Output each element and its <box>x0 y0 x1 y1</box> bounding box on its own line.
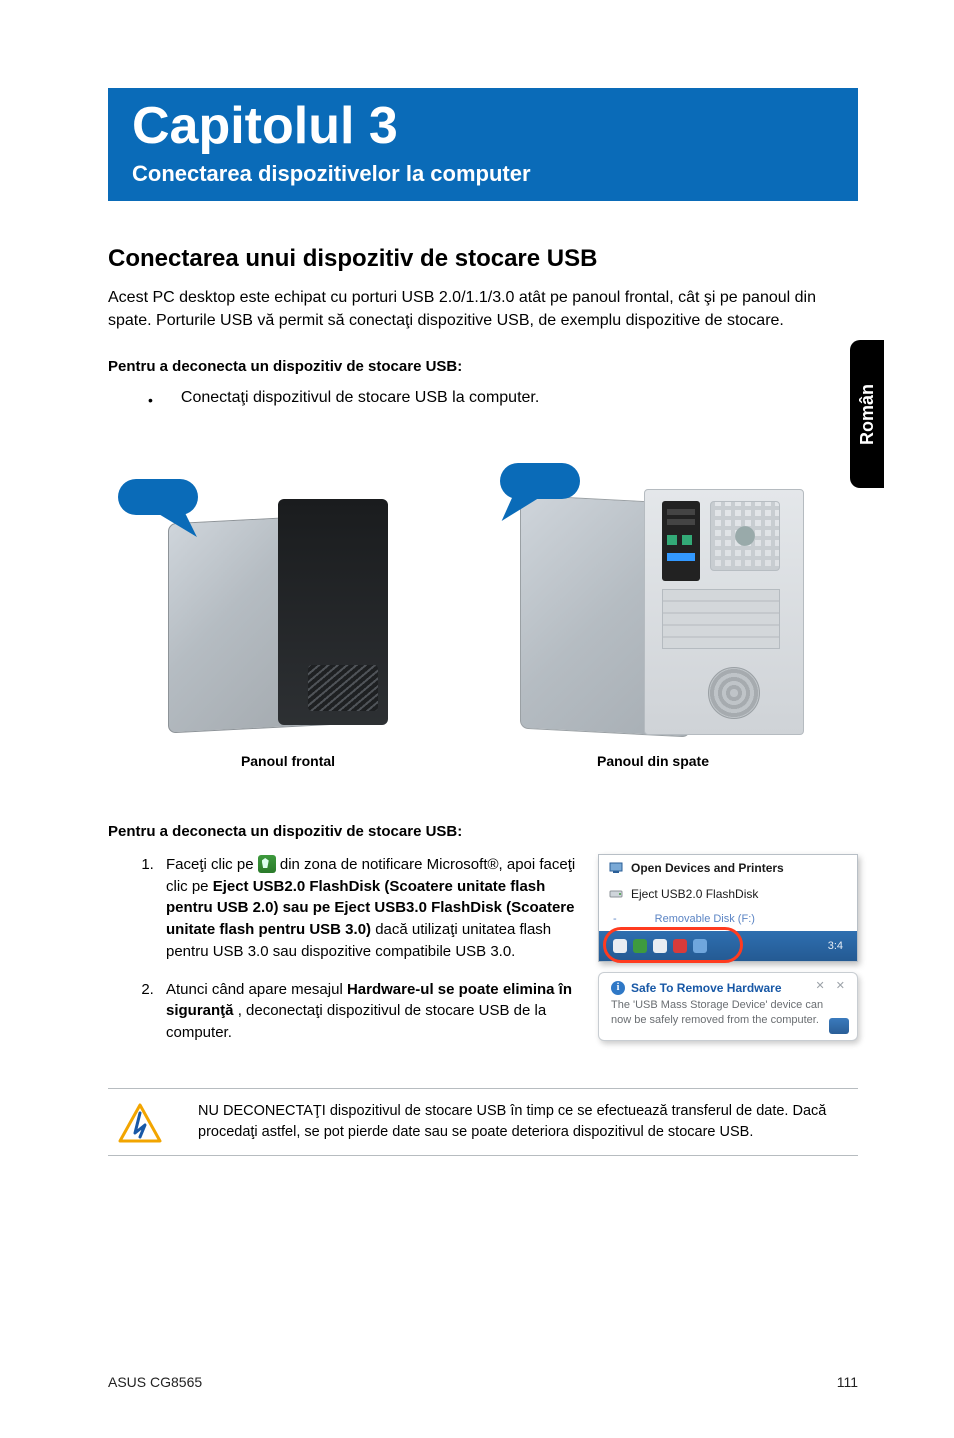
menu-line3: Removable Disk (F:) <box>625 913 755 925</box>
balloon-close-icons[interactable]: ✕ ✕ <box>816 979 850 992</box>
footer-model: ASUS CG8565 <box>108 1374 202 1390</box>
warning-box: NU DECONECTAŢI dispozitivul de stocare U… <box>108 1088 858 1156</box>
info-icon: i <box>611 981 625 995</box>
section-intro: Acest PC desktop este echipat cu porturi… <box>108 287 828 332</box>
disconnect-subheading: Pentru a deconecta un dispozitiv de stoc… <box>108 823 858 840</box>
callout-arrow-back <box>500 463 580 521</box>
step-2: Atunci când apare mesajul Hardware-ul se… <box>158 979 580 1044</box>
images-row <box>108 459 858 735</box>
warning-icon <box>108 1101 172 1143</box>
callout-arrow-front <box>118 479 198 537</box>
chapter-banner: Capitolul 3 Conectarea dispozitivelor la… <box>108 88 858 201</box>
language-tab: Român <box>850 340 884 488</box>
menu-line1: Open Devices and Printers <box>631 861 784 875</box>
taskbar-tray: 3:4 <box>599 931 857 961</box>
warning-text: NU DECONECTAŢI dispozitivul de stocare U… <box>198 1101 858 1143</box>
step-1: Faceţi clic pe din zona de notificare Mi… <box>158 854 580 963</box>
connect-subheading: Pentru a deconecta un dispozitiv de stoc… <box>108 358 858 375</box>
menu-open-devices[interactable]: Open Devices and Printers <box>599 855 857 881</box>
image-front-panel <box>108 459 448 735</box>
step2-text-a: Atunci când apare mesajul <box>166 981 347 998</box>
page-footer: ASUS CG8565 111 <box>108 1374 858 1390</box>
devices-icon <box>609 861 623 875</box>
bullet-icon: • <box>148 389 153 411</box>
footer-page-number: 111 <box>837 1374 858 1390</box>
caption-back: Panoul din spate <box>468 753 838 769</box>
drive-icon <box>609 887 623 901</box>
connect-bullet: • Conectaţi dispozitivul de stocare USB … <box>148 389 858 411</box>
tray-eject-icon <box>258 855 276 873</box>
steps-column: Faceţi clic pe din zona de notificare Mi… <box>108 854 580 1060</box>
chapter-title: Capitolul 3 <box>132 98 834 155</box>
balloon-message: The 'USB Mass Storage Device' device can… <box>611 998 845 1028</box>
highlight-ring <box>603 927 743 963</box>
connect-bullet-text: Conectaţi dispozitivul de stocare USB la… <box>181 389 539 411</box>
menu-line2: Eject USB2.0 FlashDisk <box>631 887 758 901</box>
caption-front: Panoul frontal <box>108 753 468 769</box>
balloon-corner-icon <box>829 1018 849 1034</box>
menu-eject-flashdisk[interactable]: Eject USB2.0 FlashDisk <box>599 881 857 907</box>
balloon-title: Safe To Remove Hardware <box>631 981 782 995</box>
screenshots-column: Open Devices and Printers Eject USB2.0 F… <box>598 854 858 1060</box>
language-tab-label: Român <box>857 383 878 444</box>
eject-menu-popup: Open Devices and Printers Eject USB2.0 F… <box>598 854 858 962</box>
tray-clock: 3:4 <box>828 940 843 952</box>
image-back-panel <box>474 459 838 735</box>
step1-text-a: Faceţi clic pe <box>166 856 258 873</box>
chapter-subtitle: Conectarea dispozitivelor la computer <box>132 161 834 187</box>
section-heading: Conectarea unui dispozitiv de stocare US… <box>108 245 858 273</box>
safe-remove-balloon: ✕ ✕ i Safe To Remove Hardware The 'USB M… <box>598 972 858 1041</box>
page: Capitolul 3 Conectarea dispozitivelor la… <box>0 0 954 1438</box>
captions-row: Panoul frontal Panoul din spate <box>108 753 858 769</box>
